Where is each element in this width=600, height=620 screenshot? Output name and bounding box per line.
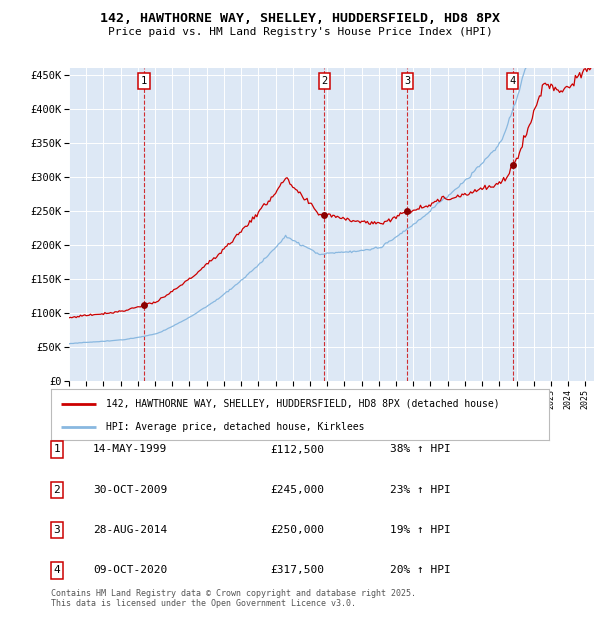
Text: 4: 4 [53, 565, 61, 575]
Text: 14-MAY-1999: 14-MAY-1999 [93, 445, 167, 454]
Text: 09-OCT-2020: 09-OCT-2020 [93, 565, 167, 575]
Text: 1: 1 [53, 445, 61, 454]
Text: £250,000: £250,000 [270, 525, 324, 535]
Text: Price paid vs. HM Land Registry's House Price Index (HPI): Price paid vs. HM Land Registry's House … [107, 27, 493, 37]
Text: 3: 3 [404, 76, 410, 86]
Text: 142, HAWTHORNE WAY, SHELLEY, HUDDERSFIELD, HD8 8PX: 142, HAWTHORNE WAY, SHELLEY, HUDDERSFIEL… [100, 12, 500, 25]
Text: £317,500: £317,500 [270, 565, 324, 575]
Text: 4: 4 [509, 76, 516, 86]
Text: 3: 3 [53, 525, 61, 535]
Text: 19% ↑ HPI: 19% ↑ HPI [390, 525, 451, 535]
Text: 1: 1 [141, 76, 148, 86]
Text: 2: 2 [53, 485, 61, 495]
Text: 20% ↑ HPI: 20% ↑ HPI [390, 565, 451, 575]
Text: £245,000: £245,000 [270, 485, 324, 495]
Text: 28-AUG-2014: 28-AUG-2014 [93, 525, 167, 535]
Text: 23% ↑ HPI: 23% ↑ HPI [390, 485, 451, 495]
Text: 2: 2 [321, 76, 328, 86]
Text: Contains HM Land Registry data © Crown copyright and database right 2025.: Contains HM Land Registry data © Crown c… [51, 590, 416, 598]
Text: This data is licensed under the Open Government Licence v3.0.: This data is licensed under the Open Gov… [51, 600, 356, 608]
Text: HPI: Average price, detached house, Kirklees: HPI: Average price, detached house, Kirk… [106, 422, 364, 433]
Text: 30-OCT-2009: 30-OCT-2009 [93, 485, 167, 495]
Text: 142, HAWTHORNE WAY, SHELLEY, HUDDERSFIELD, HD8 8PX (detached house): 142, HAWTHORNE WAY, SHELLEY, HUDDERSFIEL… [106, 399, 499, 409]
Text: 38% ↑ HPI: 38% ↑ HPI [390, 445, 451, 454]
Text: £112,500: £112,500 [270, 445, 324, 454]
